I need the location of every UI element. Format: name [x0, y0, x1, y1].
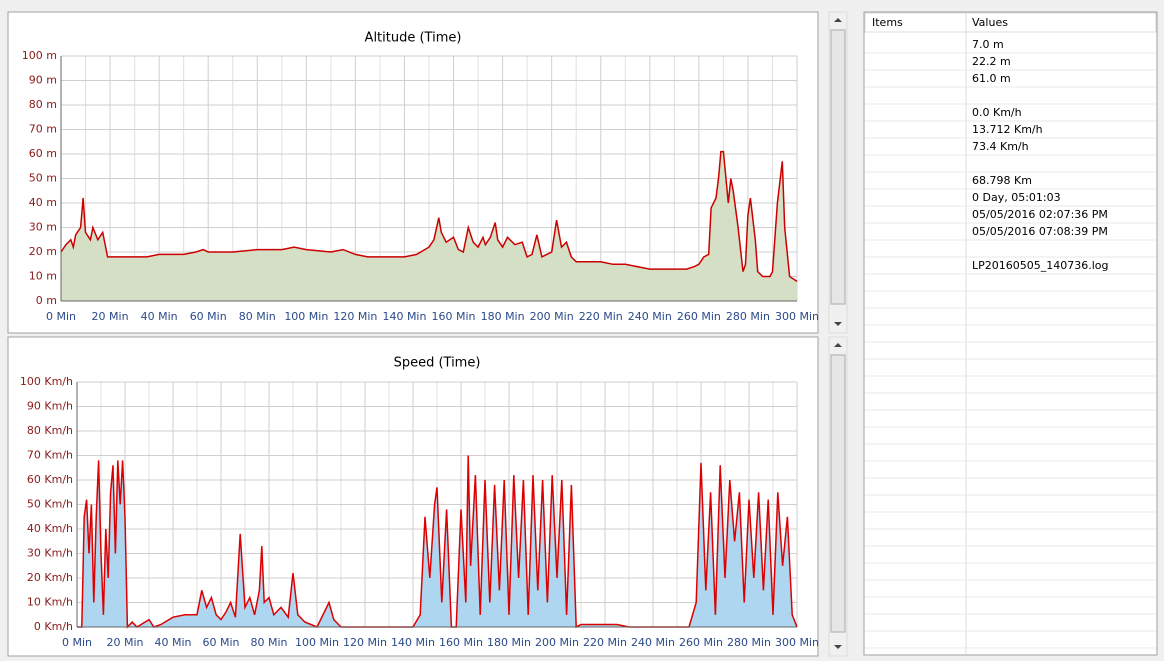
y-tick-label: 20 m [29, 245, 57, 258]
x-tick-label: 40 Min [141, 310, 178, 323]
y-tick-label: 30 m [29, 221, 57, 234]
value-cell: 68.798 Km [972, 174, 1032, 187]
line [60, 150, 798, 283]
x-tick-label: 140 Min [391, 636, 435, 649]
x-tick-label: 80 Min [239, 310, 276, 323]
x-tick-label: 60 Min [190, 310, 227, 323]
x-tick-label: 0 Min [62, 636, 92, 649]
x-tick-label: 180 Min [487, 636, 531, 649]
x-tick-label: 160 Min [439, 636, 483, 649]
y-tick-label: 10 m [29, 270, 57, 283]
y-tick-label: 50 Km/h [27, 498, 73, 511]
value-cell: 13.712 Km/h [972, 123, 1043, 136]
x-tick-label: 140 Min [382, 310, 426, 323]
area-fill [61, 151, 797, 301]
chart-title: Altitude (Time) [365, 31, 462, 46]
y-tick-label: 0 Km/h [34, 620, 73, 633]
y-tick-label: 60 Km/h [27, 473, 73, 486]
x-tick-label: 240 Min [628, 310, 672, 323]
chart-title: Speed (Time) [394, 356, 481, 371]
y-tick-label: 90 Km/h [27, 400, 73, 413]
y-tick-label: 10 Km/h [27, 596, 73, 609]
x-tick-label: 300 Min [775, 636, 819, 649]
x-tick-label: 120 Min [343, 636, 387, 649]
area-fill [77, 455, 797, 627]
header-cell: Values [972, 16, 1008, 29]
y-tick-label: 100 Km/h [20, 375, 73, 388]
y-tick-label: 80 m [29, 98, 57, 111]
value-cell: LP20160505_140736.log [972, 259, 1109, 272]
x-tick-label: 180 Min [481, 310, 525, 323]
value-cell: 7.0 m [972, 38, 1004, 51]
value-cell: 0.0 Km/h [972, 106, 1022, 119]
y-tick-label: 70 m [29, 123, 57, 136]
y-tick-label: 60 m [29, 147, 57, 160]
y-tick-label: 100 m [22, 49, 57, 62]
y-tick-label: 50 m [29, 172, 57, 185]
x-tick-label: 100 Min [284, 310, 328, 323]
x-tick-label: 20 Min [106, 636, 143, 649]
x-tick-label: 60 Min [202, 636, 239, 649]
x-tick-label: 80 Min [250, 636, 287, 649]
x-tick-label: 220 Min [579, 310, 623, 323]
value-cell: 73.4 Km/h [972, 140, 1029, 153]
x-tick-label: 20 Min [92, 310, 129, 323]
x-tick-label: 200 Min [535, 636, 579, 649]
y-tick-label: 90 m [29, 74, 57, 87]
x-tick-label: 240 Min [631, 636, 675, 649]
value-cell: 61.0 m [972, 72, 1011, 85]
x-tick-label: 300 Min [775, 310, 819, 323]
table-panel [863, 11, 1158, 656]
y-tick-label: 70 Km/h [27, 449, 73, 462]
x-tick-label: 260 Min [679, 636, 723, 649]
x-tick-label: 0 Min [46, 310, 76, 323]
value-cell: 05/05/2016 02:07:36 PM [972, 208, 1108, 221]
x-tick-label: 220 Min [583, 636, 627, 649]
value-cell: 05/05/2016 07:08:39 PM [972, 225, 1108, 238]
y-tick-label: 40 m [29, 196, 57, 209]
x-tick-label: 100 Min [295, 636, 339, 649]
x-tick-label: 280 Min [727, 636, 771, 649]
x-tick-label: 280 Min [726, 310, 770, 323]
y-tick-label: 40 Km/h [27, 522, 73, 535]
scrollbar[interactable] [828, 11, 848, 334]
header-cell: Items [872, 16, 903, 29]
y-tick-label: 0 m [36, 294, 57, 307]
y-tick-label: 20 Km/h [27, 571, 73, 584]
line [77, 455, 798, 629]
y-tick-label: 80 Km/h [27, 424, 73, 437]
x-tick-label: 200 Min [530, 310, 574, 323]
x-tick-label: 40 Min [154, 636, 191, 649]
table-header [864, 12, 1157, 33]
scrollbar[interactable] [828, 336, 848, 657]
x-tick-label: 120 Min [333, 310, 377, 323]
value-cell: 0 Day, 05:01:03 [972, 191, 1061, 204]
x-tick-label: 260 Min [677, 310, 721, 323]
y-tick-label: 30 Km/h [27, 547, 73, 560]
x-tick-label: 160 Min [432, 310, 476, 323]
value-cell: 22.2 m [972, 55, 1011, 68]
